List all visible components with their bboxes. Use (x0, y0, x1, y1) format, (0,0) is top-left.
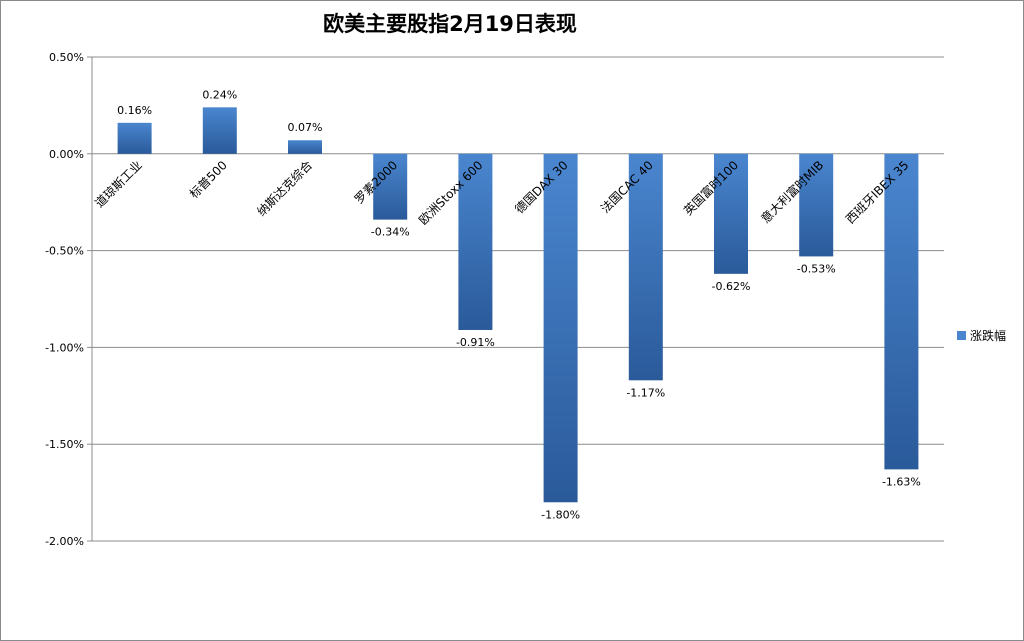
bar (628, 153, 663, 381)
legend-label: 涨跌幅 (970, 329, 1007, 343)
data-label: -0.62% (712, 280, 751, 293)
data-label: -0.53% (797, 262, 836, 275)
data-label: -1.17% (626, 386, 665, 399)
data-label: 0.16% (117, 104, 152, 117)
bar (202, 107, 237, 154)
data-label: -1.63% (882, 475, 921, 488)
bar (458, 153, 493, 330)
data-label: -0.34% (371, 226, 410, 239)
category-label: 道琼斯工业 (92, 157, 145, 210)
y-tick-label: 0.00% (49, 148, 84, 161)
legend: 涨跌幅 (957, 327, 1006, 344)
y-tick-label: -2.00% (45, 535, 84, 548)
y-tick-label: 0.50% (49, 51, 84, 64)
data-label: 0.07% (288, 121, 323, 134)
data-label: -0.91% (456, 336, 495, 349)
category-label: 纳斯达克综合 (254, 157, 316, 219)
bar (117, 122, 152, 154)
data-label: -1.80% (541, 508, 580, 521)
legend-swatch (957, 331, 966, 340)
bar (799, 153, 834, 257)
y-tick-label: -1.50% (45, 438, 84, 451)
bar (288, 140, 322, 154)
bar (543, 153, 578, 503)
data-label: 0.24% (202, 88, 237, 101)
y-tick-label: -1.00% (45, 341, 84, 354)
category-label: 标普500 (187, 158, 230, 201)
bar (884, 153, 919, 470)
bar (714, 153, 748, 274)
bar (373, 153, 408, 220)
y-tick-label: -0.50% (45, 245, 84, 258)
chart-title: 欧美主要股指2月19日表现 (323, 12, 577, 36)
